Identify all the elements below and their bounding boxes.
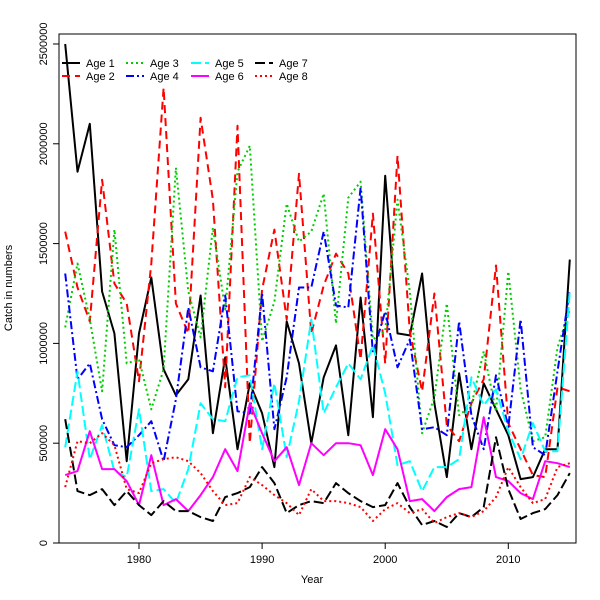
x-axis: 1980 1990 2000 2010	[127, 543, 521, 566]
y-axis: 0 500000 1000000 1500000 2000000 2500000	[38, 23, 59, 546]
plot-frame	[58, 33, 577, 544]
x-axis-label: Year	[301, 574, 324, 586]
y-tick-label: 0	[38, 540, 50, 546]
y-tick-label: 1000000	[38, 322, 50, 365]
legend-label-age-7: Age 7	[279, 58, 308, 70]
y-tick-label: 2000000	[38, 122, 50, 165]
series-line-age-8	[64, 432, 571, 524]
legend-label-age-8: Age 8	[279, 71, 308, 83]
series-line-age-6	[64, 402, 571, 513]
legend-label-age-1: Age 1	[86, 58, 115, 70]
series-line-age-4	[64, 186, 571, 463]
legend-label-age-3: Age 3	[150, 58, 179, 70]
series-line-age-7	[64, 419, 571, 528]
series-line-age-1	[64, 43, 571, 481]
x-tick-label: 1980	[127, 554, 151, 566]
y-axis-label: Catch in numbers	[3, 244, 15, 331]
y-tick-label: 500000	[38, 425, 50, 462]
legend-label-age-4: Age 4	[150, 71, 179, 83]
y-tick-label: 1500000	[38, 222, 50, 265]
x-tick-label: 2010	[496, 554, 520, 566]
x-tick-label: 2000	[373, 554, 397, 566]
legend-label-age-5: Age 5	[215, 58, 244, 70]
x-tick-label: 1990	[250, 554, 274, 566]
series-line-age-5	[64, 291, 571, 505]
series-group	[64, 43, 571, 528]
legend-label-age-6: Age 6	[215, 71, 244, 83]
series-line-age-3	[64, 144, 571, 443]
y-tick-label: 2500000	[38, 23, 50, 66]
legend-label-age-2: Age 2	[86, 71, 115, 83]
